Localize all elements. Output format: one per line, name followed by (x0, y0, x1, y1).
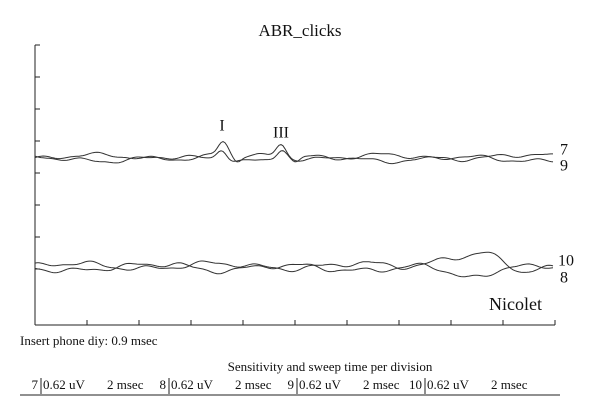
channel-id: 8 (160, 377, 167, 392)
peak-label: III (273, 125, 289, 142)
footer-heading: Sensitivity and sweep time per division (228, 359, 433, 374)
peak-label: I (219, 118, 224, 135)
sweep: 2 msec (107, 377, 144, 392)
device-label: Nicolet (489, 294, 542, 314)
trace-label: 10 (558, 253, 574, 270)
waveform (34, 141, 553, 163)
note: Insert phone diy: 0.9 msec (20, 333, 158, 348)
trace-label: 7 (560, 142, 568, 159)
channel-id: 7 (32, 377, 39, 392)
sensitivity: 0.62 uV (171, 377, 214, 392)
axes (34, 44, 556, 326)
sensitivity: 0.62 uV (299, 377, 342, 392)
footer-row: 7 0.62 uV 2 msec 8 0.62 uV 2 msec 9 0.62 uV 2 ms… (20, 377, 560, 396)
sensitivity: 0.62 uV (427, 377, 470, 392)
sweep: 2 msec (491, 377, 528, 392)
sensitivity: 0.62 uV (43, 377, 86, 392)
channel-id: 9 (288, 377, 295, 392)
waveform (34, 262, 554, 278)
waveform (34, 150, 554, 165)
channel-id: 10 (409, 377, 422, 392)
waveforms (34, 141, 554, 278)
waveform (34, 251, 554, 273)
trace-label: 9 (560, 158, 568, 175)
title: ABR_clicks (258, 21, 341, 40)
sweep: 2 msec (235, 377, 272, 392)
sweep: 2 msec (363, 377, 400, 392)
trace-label: 8 (560, 270, 568, 287)
